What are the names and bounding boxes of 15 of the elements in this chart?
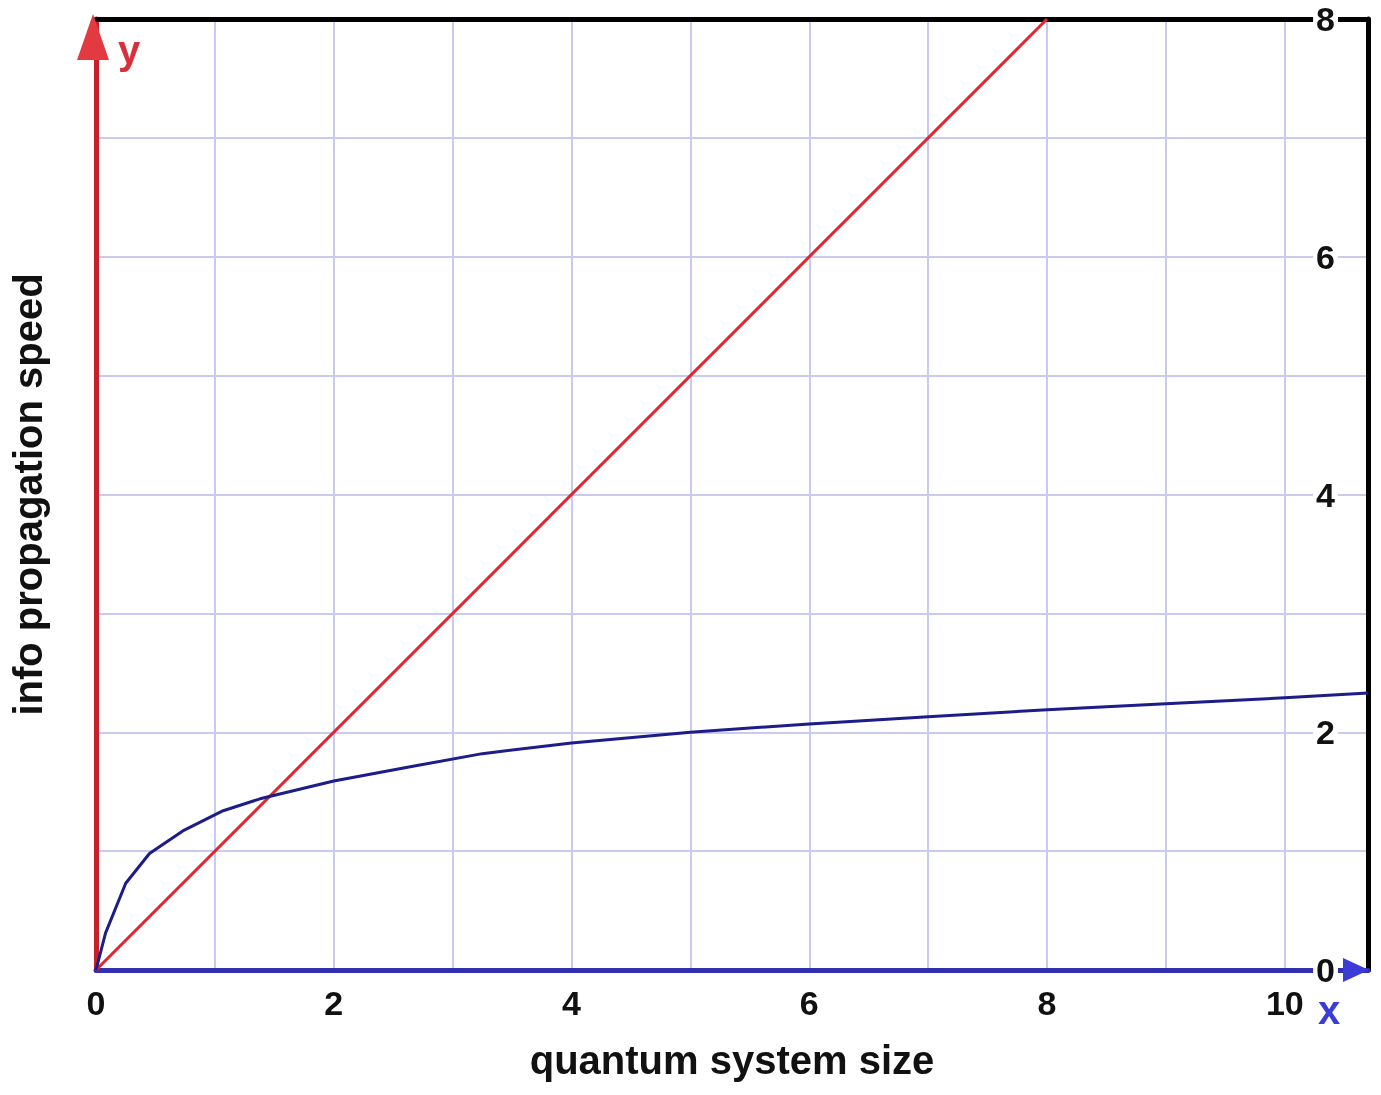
x-tick-label: 6 (799, 984, 819, 1022)
y-tick-label: 2 (1316, 713, 1335, 752)
x-tick-label: 2 (324, 984, 344, 1022)
annotation: y (118, 28, 141, 72)
y-tick-label: 8 (1316, 0, 1335, 38)
text: x (1318, 988, 1341, 1032)
y-axis-title: info propagation speed (6, 273, 50, 716)
x-axis-title: quantum system size (529, 1038, 935, 1082)
y-tick-label: 4 (1316, 475, 1336, 514)
y-tick-label: 0 (1316, 951, 1335, 989)
x-tick-label: 10 (1265, 984, 1304, 1022)
x-tick-label: 8 (1037, 984, 1057, 1022)
x-tick-label: 4 (562, 984, 582, 1022)
y-tick-label: 6 (1316, 237, 1335, 276)
x-tick-label: 0 (86, 984, 106, 1022)
